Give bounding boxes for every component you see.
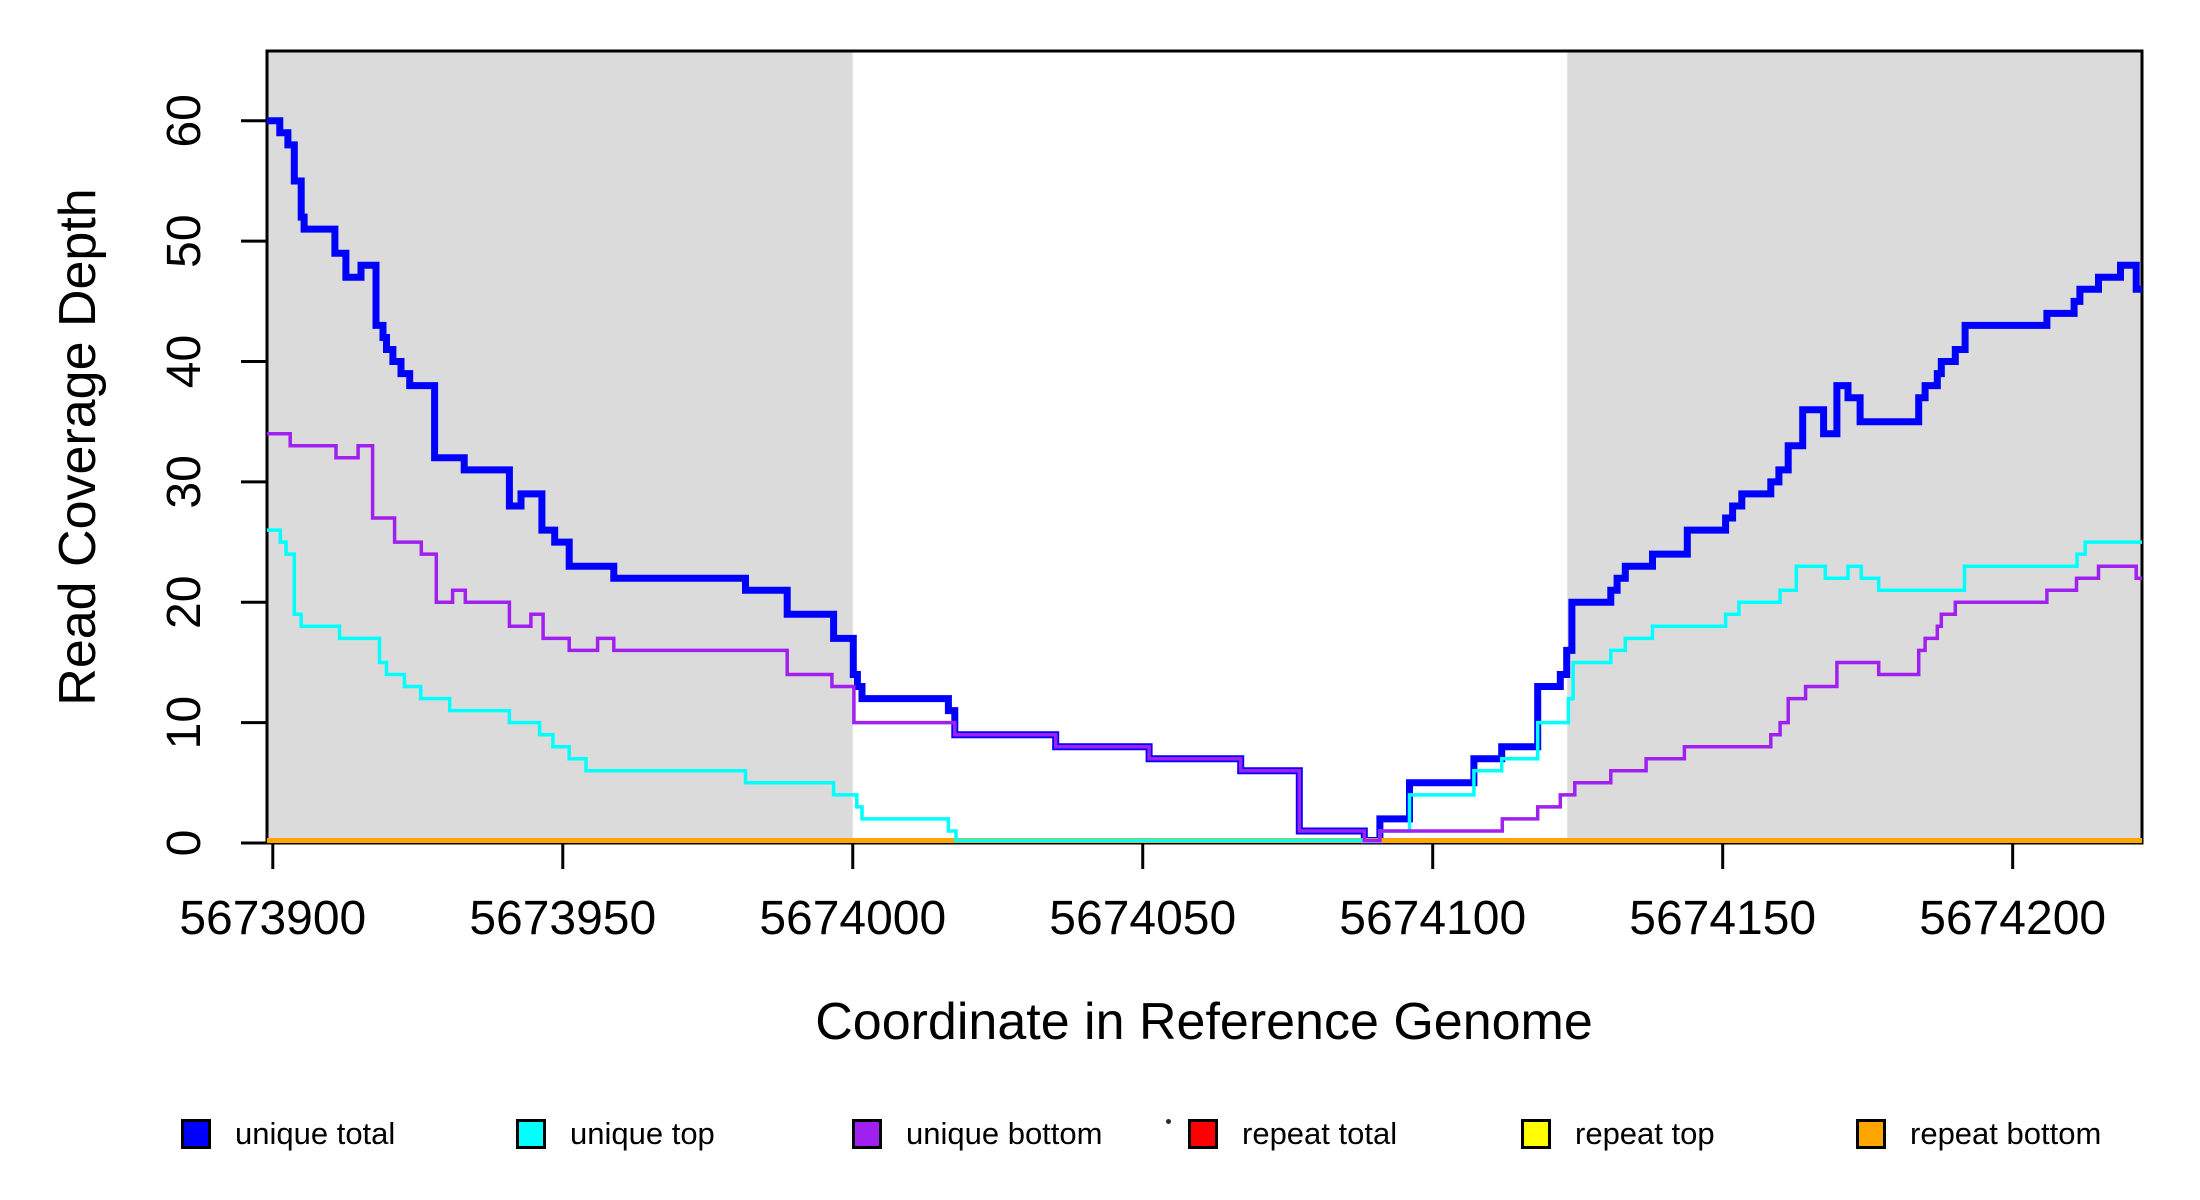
y-axis-tick-label: 60 xyxy=(158,94,211,147)
series-line-unique-top xyxy=(267,528,2142,843)
legend-swatch-repeat-total xyxy=(1188,1119,1218,1149)
x-axis-title: Coordinate in Reference Genome xyxy=(815,993,1593,1051)
y-axis-title: Read Coverage Depth xyxy=(49,188,107,706)
legend-label-repeat-top: repeat top xyxy=(1575,1116,1715,1151)
legend-item-repeat-total: repeat total xyxy=(1188,1112,1397,1156)
x-axis-tick-label: 5674150 xyxy=(1629,892,1816,945)
x-axis-tick-label: 5673900 xyxy=(179,892,366,945)
x-axis-tick-label: 5674050 xyxy=(1049,892,1236,945)
stray-dot-artifact xyxy=(1166,1119,1171,1124)
legend-item-unique-top: unique top xyxy=(516,1112,715,1156)
x-axis-tick-label: 5673950 xyxy=(469,892,656,945)
y-axis-tick-label: 30 xyxy=(158,455,211,508)
y-axis-tick-label: 0 xyxy=(158,830,211,857)
y-axis-tick-label: 50 xyxy=(158,214,211,267)
legend-item-unique-total: unique total xyxy=(181,1112,395,1156)
legend-swatch-unique-bottom xyxy=(852,1119,882,1149)
legend-label-repeat-bottom: repeat bottom xyxy=(1910,1116,2102,1151)
x-axis-tick-label: 5674200 xyxy=(1919,892,2106,945)
y-axis-tick-label: 10 xyxy=(158,696,211,749)
shaded-repeat-region xyxy=(267,51,853,843)
legend-swatch-unique-total xyxy=(181,1119,211,1149)
y-axis-tick-label: 40 xyxy=(158,335,211,388)
legend-label-unique-top: unique top xyxy=(570,1116,715,1151)
x-axis-tick-label: 5674100 xyxy=(1339,892,1526,945)
legend-swatch-unique-top xyxy=(516,1119,546,1149)
x-axis-tick-label: 5674000 xyxy=(759,892,946,945)
legend-label-unique-bottom: unique bottom xyxy=(906,1116,1103,1151)
y-axis-tick-label: 20 xyxy=(158,576,211,629)
legend-item-unique-bottom: unique bottom xyxy=(852,1112,1102,1156)
shaded-repeat-region xyxy=(1567,51,2142,843)
legend-swatch-repeat-top xyxy=(1521,1119,1551,1149)
legend-swatch-repeat-bottom xyxy=(1856,1119,1886,1149)
legend-item-repeat-top: repeat top xyxy=(1521,1112,1715,1156)
legend-label-unique-total: unique total xyxy=(235,1116,396,1151)
series-line-unique-bottom xyxy=(267,432,2142,843)
legend-item-repeat-bottom: repeat bottom xyxy=(1856,1112,2101,1156)
legend-label-repeat-total: repeat total xyxy=(1242,1116,1398,1151)
